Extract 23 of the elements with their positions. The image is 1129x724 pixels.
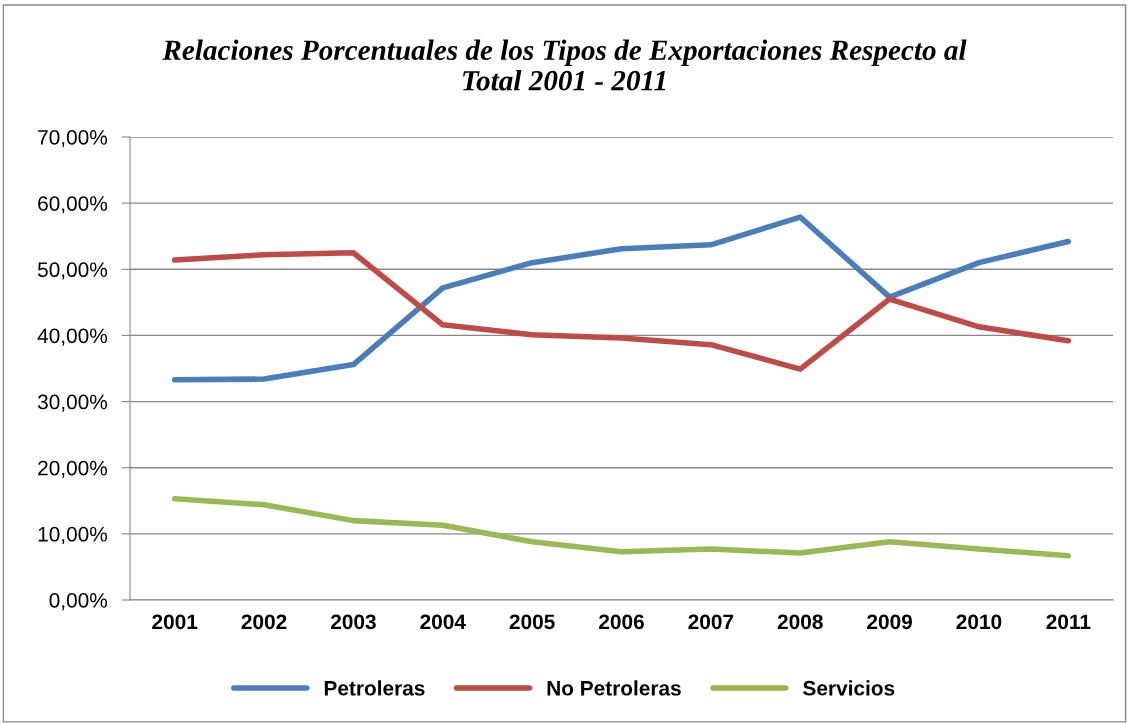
x-tick-label: 2002: [241, 614, 287, 630]
chart-title: Relaciones Porcentuales de los Tipos de Exportaciones Respecto al Total 2001 - 2011: [162, 39, 967, 91]
x-tick-label: 2006: [599, 614, 644, 630]
x-tick-label: 2010: [956, 614, 1002, 630]
y-tick-label: 20,00%: [38, 460, 108, 478]
y-tick-label: 70,00%: [38, 130, 108, 148]
y-tick-label: 40,00%: [37, 328, 108, 346]
y-tick-label: 0,00%: [49, 593, 108, 611]
y-tick-label: 50,00%: [37, 262, 108, 280]
x-tick-label: 2011: [1046, 614, 1091, 630]
x-tick-label: 2001: [152, 614, 198, 630]
x-tick-label: 2009: [867, 614, 912, 630]
x-tick-label: 2008: [777, 614, 823, 630]
y-tick-label: 60,00%: [38, 196, 108, 214]
legend-label: No Petroleras: [547, 680, 681, 696]
x-tick-label: 2005: [509, 614, 555, 630]
legend-label: Petroleras: [324, 680, 425, 696]
x-tick-label: 2007: [688, 614, 734, 630]
x-tick-label: 2003: [330, 614, 376, 630]
x-tick-label: 2004: [420, 614, 466, 630]
y-tick-label: 30,00%: [37, 394, 108, 412]
legend-label: Servicios: [803, 680, 895, 696]
y-tick-label: 10,00%: [38, 526, 108, 545]
